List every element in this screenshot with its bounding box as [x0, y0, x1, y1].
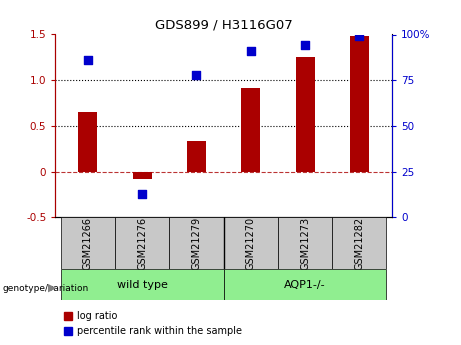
Legend: log ratio, percentile rank within the sample: log ratio, percentile rank within the sa…	[60, 307, 246, 340]
Point	[193, 72, 200, 78]
Bar	[332, 217, 386, 269]
Point	[247, 48, 254, 54]
Text: ▶: ▶	[48, 283, 57, 293]
Point	[355, 33, 363, 39]
Bar	[224, 217, 278, 269]
Bar	[350, 36, 369, 171]
Text: AQP1-/-: AQP1-/-	[284, 280, 326, 289]
Bar	[224, 269, 386, 300]
Text: GSM21279: GSM21279	[191, 217, 201, 270]
Text: GSM21276: GSM21276	[137, 217, 147, 270]
Title: GDS899 / H3116G07: GDS899 / H3116G07	[155, 19, 292, 32]
Text: GSM21282: GSM21282	[355, 217, 364, 270]
Point	[138, 191, 146, 196]
Bar	[61, 217, 115, 269]
Bar	[133, 171, 152, 179]
Point	[84, 57, 92, 63]
Bar	[115, 217, 169, 269]
Bar	[61, 269, 224, 300]
Text: GSM21270: GSM21270	[246, 217, 256, 270]
Text: genotype/variation: genotype/variation	[2, 284, 89, 293]
Bar	[78, 112, 97, 171]
Text: wild type: wild type	[117, 280, 168, 289]
Bar	[278, 217, 332, 269]
Bar	[187, 141, 206, 171]
Point	[301, 43, 309, 48]
Text: GSM21266: GSM21266	[83, 217, 93, 270]
Bar	[296, 57, 314, 171]
Text: GSM21273: GSM21273	[300, 217, 310, 270]
Bar	[241, 88, 260, 171]
Bar	[169, 217, 224, 269]
